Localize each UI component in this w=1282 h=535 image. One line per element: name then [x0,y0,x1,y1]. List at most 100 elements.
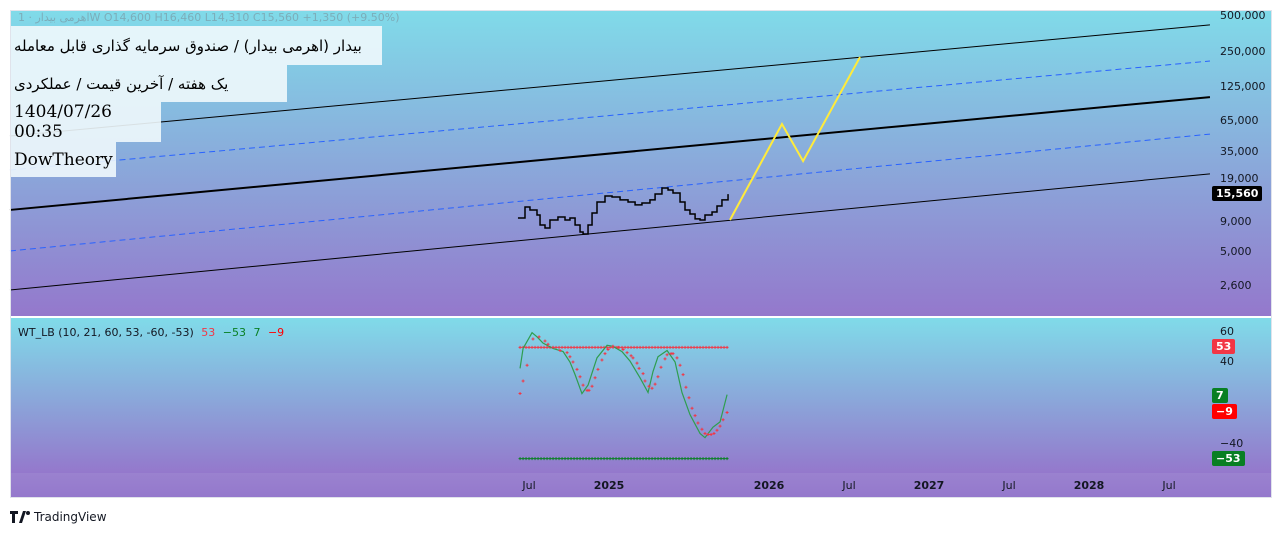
overbought-level-marker [575,345,579,349]
wt2-point [718,424,722,428]
oversold-level-marker [698,457,702,461]
oversold-level-marker [590,457,594,461]
wt2-point [641,372,645,376]
oversold-level-marker [626,457,630,461]
oversold-level-marker [695,457,699,461]
wt2-point [647,384,651,388]
wt2-point [665,353,669,357]
wt2-point [543,339,547,343]
oversold-level-marker [653,457,657,461]
legend-value-os: −53 [222,326,246,339]
overbought-level-marker [692,345,696,349]
wt2-point [678,363,682,367]
overbought-level-marker [719,345,723,349]
price-tick: 65,000 [1220,113,1259,127]
overbought-level-marker [686,345,690,349]
wt2-point [721,418,725,422]
wt2-point [706,433,710,436]
wt2-point [650,386,654,390]
overbought-level-marker [656,345,660,349]
indicator-name[interactable]: WT_LB (10, 21, 60, 53, -60, -53) [18,326,194,339]
title-label: بیدار (اهرمی بیدار) / صندوق سرمایه گذاری… [10,26,382,65]
oscillator-legend: WT_LB (10, 21, 60, 53, -60, -53) 53 −53 … [18,326,288,339]
overbought-level-marker [596,345,600,349]
overbought-level-marker [563,345,567,349]
oversold-level-marker [599,457,603,461]
oversold-level-marker [701,457,705,461]
channel-line-solid [9,173,1211,291]
oversold-level-marker [671,457,675,461]
time-tick: 2028 [1073,479,1105,492]
wt2-point [518,392,522,396]
overbought-level-marker [650,345,654,349]
time-axis[interactable] [10,473,1272,498]
oversold-level-marker [584,457,588,461]
wt2-point [696,421,700,425]
osc-value-badge: 53 [1212,339,1236,355]
time-tick: Jul [522,479,536,492]
overbought-level-marker [689,345,693,349]
wt2-point [565,351,569,355]
oversold-level-marker [668,457,672,461]
oversold-level-marker [521,457,525,461]
wt2-point [690,406,694,410]
legend-value-wt1: 7 [253,326,261,339]
oversold-level-marker [545,457,549,461]
oversold-level-marker [620,457,624,461]
channel-line-dashed [9,133,1211,252]
wt2-point [551,345,555,349]
author-label: DowTheory [10,142,116,177]
wt2-point [635,361,639,365]
oversold-level-marker [686,457,690,461]
osc-tick: −40 [1220,436,1244,450]
overbought-level-marker [557,345,561,349]
projection-path [729,56,861,221]
overbought-level-marker [524,345,528,349]
overbought-level-marker [566,345,570,349]
wt2-point [712,431,716,435]
time-tick: 2026 [753,479,785,492]
wt2-point [537,335,541,339]
oversold-level-marker [662,457,666,461]
wt2-point [596,367,600,371]
overbought-level-marker [599,345,603,349]
overbought-level-marker [530,345,534,349]
overbought-level-marker [527,345,531,349]
overbought-level-marker [587,345,591,349]
oversold-level-marker [566,457,570,461]
wt2-point [637,366,641,370]
overbought-level-marker [626,345,630,349]
wt2-point [653,382,657,386]
wt2-point [687,396,691,400]
wt2-point [643,379,647,383]
overbought-level-marker [647,345,651,349]
oversold-level-marker [710,457,714,461]
overbought-level-marker [545,345,549,349]
wt1-line [519,331,728,439]
last-price-badge: 15,560 [1212,186,1263,202]
price-tick: 125,000 [1220,80,1266,94]
osc-tick: 60 [1220,325,1234,339]
oversold-level-marker [578,457,582,461]
wt2-point [656,375,660,379]
wt2-point [558,349,562,352]
osc-tick: 40 [1220,355,1234,369]
osc-value-badge: 7 [1212,387,1228,403]
wt2-point [568,355,572,359]
overbought-level-marker [716,345,720,349]
wt2-point [675,356,679,360]
time-tick: 2027 [913,479,945,492]
tradingview-logo[interactable]: TradingView [10,510,107,524]
oscillator-pane[interactable] [10,318,1272,473]
overbought-level-marker [674,345,678,349]
oversold-level-marker [530,457,534,461]
oversold-level-marker [605,457,609,461]
overbought-level-marker [662,345,666,349]
overbought-level-marker [539,345,543,349]
overbought-level-marker [536,345,540,349]
time-tick: Jul [1002,479,1016,492]
tradingview-logo-icon [10,511,30,523]
oversold-level-marker [608,457,612,461]
overbought-level-marker [698,345,702,349]
price-tick: 35,000 [1220,145,1259,159]
